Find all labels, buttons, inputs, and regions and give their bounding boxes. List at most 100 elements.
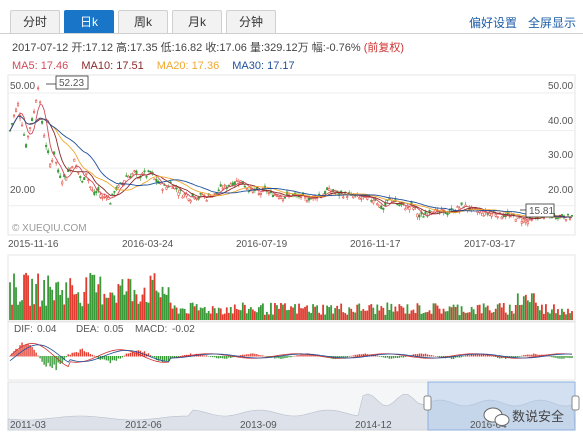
macd-label: MACD: — [135, 324, 167, 335]
ma30-line — [9, 115, 573, 218]
volume-bar — [304, 306, 306, 320]
candle-body — [105, 196, 108, 199]
volume-bar — [107, 297, 110, 320]
macd-bar — [262, 355, 264, 357]
volume-bar — [45, 305, 48, 320]
tab-weekly-k[interactable]: 周k — [118, 10, 168, 34]
macd-bar — [125, 353, 128, 357]
preferences-link[interactable]: 偏好设置 — [469, 16, 518, 30]
volume-bar — [203, 306, 206, 320]
volume-bar — [468, 312, 471, 320]
open-value: 17.12 — [85, 42, 113, 54]
macd-bar — [525, 354, 527, 357]
tab-intraday[interactable]: 分时 — [10, 10, 60, 34]
candle-body — [480, 210, 483, 214]
volume-bar — [549, 313, 551, 320]
navigator-right-handle[interactable] — [571, 395, 580, 411]
volume-bar — [498, 303, 501, 320]
volume-bar — [426, 312, 429, 320]
macd-bar — [362, 353, 364, 357]
macd-bar — [559, 356, 561, 359]
candle-body — [143, 170, 146, 173]
volume-bar — [352, 311, 355, 320]
candle-body — [245, 187, 248, 190]
macd-histogram — [9, 342, 573, 371]
ma5-line — [9, 103, 573, 221]
volume-bar — [292, 307, 294, 320]
volume-bar — [223, 313, 226, 320]
macd-bar — [563, 356, 565, 359]
volume-bar — [27, 275, 29, 320]
volume-bar — [235, 308, 238, 320]
navigator-left-handle[interactable] — [423, 395, 432, 411]
volume-bar — [404, 313, 407, 320]
candle-body — [235, 180, 238, 182]
macd-bar — [350, 355, 352, 357]
volume-bar — [416, 303, 419, 320]
dea-line — [9, 344, 573, 363]
volume-bar — [189, 302, 192, 320]
volume-bar — [288, 309, 290, 320]
candle-body — [428, 209, 431, 214]
volume-bar — [466, 312, 469, 320]
volume-bar — [571, 311, 573, 320]
candle-body — [43, 135, 46, 138]
volume-bar — [237, 309, 240, 320]
volume-bar — [83, 291, 86, 320]
volume-bar — [135, 294, 138, 320]
macd-bar — [161, 356, 164, 363]
candle-body — [233, 181, 236, 185]
macd-bar — [565, 356, 567, 358]
macd-bar — [41, 356, 43, 362]
macd-bar — [153, 356, 156, 358]
volume-bar — [219, 308, 222, 320]
macd-bar — [119, 356, 122, 359]
macd-bar — [21, 342, 23, 357]
volume-bar — [209, 313, 212, 320]
volume-bar — [65, 282, 68, 320]
candle-body — [570, 214, 574, 217]
adjust-toggle[interactable]: (前复权) — [363, 42, 405, 54]
macd-bar — [478, 354, 481, 357]
macd-bar — [487, 354, 489, 357]
volume-bar — [47, 275, 50, 320]
volume-bar — [276, 305, 278, 320]
x-tick-1: 2016-03-24 — [122, 239, 174, 250]
volume-bar — [480, 313, 483, 320]
volume-bar — [478, 304, 481, 320]
macd-bar — [61, 356, 63, 364]
tab-daily-k[interactable]: 日k — [64, 10, 114, 34]
candle-body — [165, 186, 168, 190]
macd-bar — [27, 343, 29, 357]
volume-bar — [514, 304, 517, 320]
volume-bar — [119, 285, 122, 320]
macd-bar — [177, 356, 180, 357]
candle-body — [219, 184, 222, 187]
volume-bar — [241, 302, 244, 320]
macd-bar — [517, 356, 519, 358]
macd-bar — [434, 355, 437, 357]
min-price-label: 15.81 — [529, 206, 554, 217]
volume-bars — [9, 272, 573, 320]
macd-bar — [226, 356, 228, 359]
fullscreen-link[interactable]: 全屏显示 — [528, 16, 577, 30]
volume-bar — [547, 312, 549, 320]
volume-bar — [227, 312, 230, 320]
tab-minute[interactable]: 分钟 — [226, 10, 276, 34]
volume-bar — [31, 278, 33, 320]
macd-bar — [212, 356, 214, 358]
candle-body — [306, 200, 309, 203]
candle-body — [360, 198, 363, 200]
volume-bar — [551, 309, 553, 320]
volume-bar — [109, 292, 112, 320]
volume-bar — [171, 308, 174, 320]
macd-bar — [101, 356, 104, 360]
candle-body — [41, 121, 44, 124]
macd-bar — [111, 356, 114, 361]
volume-bar — [85, 277, 88, 320]
tab-monthly-k[interactable]: 月k — [172, 10, 222, 34]
macd-bar — [521, 355, 523, 357]
macd-bar — [75, 351, 77, 357]
candle-body — [71, 166, 74, 168]
